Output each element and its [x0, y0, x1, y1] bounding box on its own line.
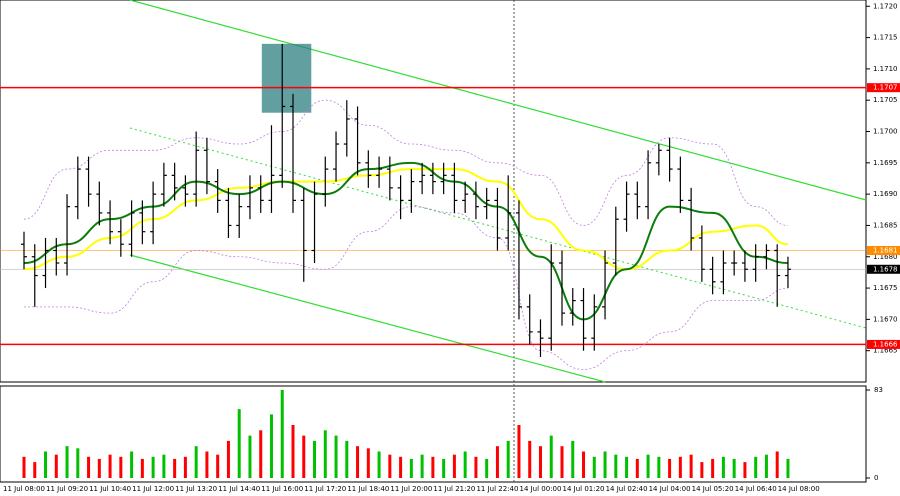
level-label: 1.1707 [873, 84, 898, 92]
y-tick-label: 1.1695 [873, 159, 898, 167]
x-tick-label: 11 Jul 17:20 [304, 485, 346, 493]
x-tick-label: 14 Jul 04:00 [649, 485, 691, 493]
y-tick-label: 1.1665 [873, 347, 898, 355]
x-tick-label: 11 Jul 16:00 [261, 485, 303, 493]
volume-tick-label: 0 [874, 474, 878, 482]
x-tick-label: 11 Jul 10:40 [89, 485, 131, 493]
level-label: 1.1666 [873, 340, 898, 348]
x-tick-label: 14 Jul 00:00 [519, 485, 561, 493]
highlight-zone [261, 43, 312, 113]
x-tick-label: 14 Jul 02:40 [606, 485, 648, 493]
volume-tick-label: 83 [874, 386, 883, 394]
y-tick-label: 1.1715 [873, 34, 898, 42]
x-tick-label: 11 Jul 14:40 [218, 485, 260, 493]
x-tick-label: 11 Jul 18:40 [347, 485, 389, 493]
y-tick-label: 1.1685 [873, 221, 898, 229]
x-tick-label: 14 Jul 05:20 [692, 485, 734, 493]
channel-upper [129, 0, 867, 201]
y-tick-label: 1.1680 [873, 253, 898, 261]
y-tick-label: 1.1705 [873, 96, 898, 104]
y-tick-label: 1.1690 [873, 190, 898, 198]
x-tick-label: 14 Jul 06:40 [735, 485, 777, 493]
level-box [867, 264, 900, 274]
x-tick-label: 11 Jul 13:20 [175, 485, 217, 493]
x-tick-label: 14 Jul 01:20 [563, 485, 605, 493]
y-tick-label: 1.1710 [873, 65, 898, 73]
y-tick-label: 1.1700 [873, 128, 898, 136]
x-tick-label: 11 Jul 08:00 [3, 485, 45, 493]
channel-lower [129, 254, 606, 383]
x-tick-label: 11 Jul 20:00 [390, 485, 432, 493]
x-tick-label: 14 Jul 08:00 [778, 485, 820, 493]
x-tick-label: 11 Jul 12:00 [132, 485, 174, 493]
level-box [867, 245, 900, 255]
y-tick-label: 1.1670 [873, 315, 898, 323]
x-tick-label: 11 Jul 22:40 [476, 485, 518, 493]
level-box [867, 339, 900, 349]
indicator-line [23, 99, 788, 226]
level-label: 1.1678 [873, 265, 898, 273]
indicator-line [23, 206, 788, 370]
level-box [867, 83, 900, 93]
x-tick-label: 11 Jul 21:20 [433, 485, 475, 493]
y-tick-label: 1.1675 [873, 284, 898, 292]
level-label: 1.1681 [873, 246, 898, 254]
x-tick-label: 11 Jul 09:20 [46, 485, 88, 493]
y-tick-label: 1.1720 [873, 2, 898, 10]
